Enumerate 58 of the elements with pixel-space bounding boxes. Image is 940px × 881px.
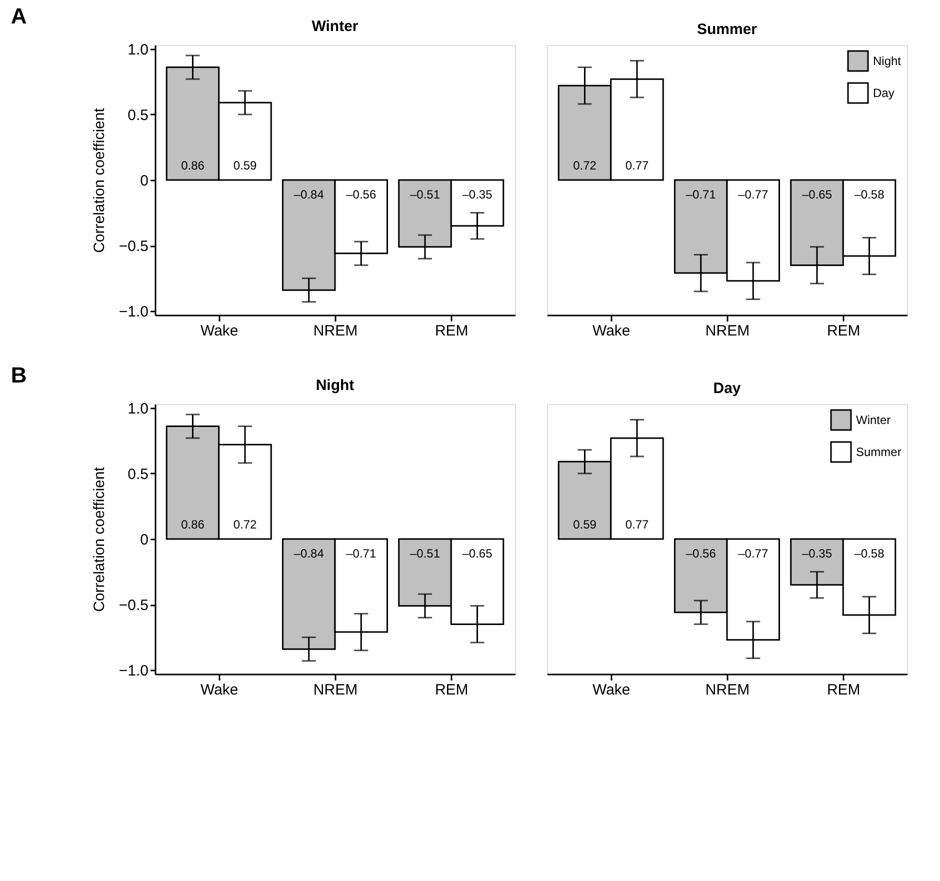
data-label: –0.56 <box>686 546 716 560</box>
data-label: –0.71 <box>686 187 716 202</box>
y-axis-title: Correlation coefficient <box>90 107 108 253</box>
x-tick-label: REM <box>826 322 860 340</box>
y-tick-label: 1.0 <box>128 41 148 58</box>
y-tick-label: −1.0 <box>118 662 148 680</box>
data-label: 0.86 <box>181 158 205 173</box>
data-label: 0.72 <box>573 158 597 173</box>
legend-label: Night <box>873 54 902 68</box>
data-label: –0.71 <box>346 546 376 560</box>
x-tick-label: NREM <box>705 682 750 698</box>
data-label: 0.59 <box>573 518 597 532</box>
x-tick-label: Wake <box>200 682 238 698</box>
data-label: –0.84 <box>294 546 324 560</box>
x-tick-label: REM <box>826 682 860 698</box>
data-label: –0.51 <box>410 187 440 202</box>
data-label: –0.35 <box>462 187 493 202</box>
y-tick-label: 0.5 <box>128 106 148 124</box>
y-tick-label: −0.5 <box>118 597 148 614</box>
data-label: –0.35 <box>802 546 832 560</box>
data-label: 0.72 <box>233 518 257 532</box>
data-label: –0.77 <box>738 546 768 560</box>
text: A <box>10 3 27 28</box>
y-tick-label: 0 <box>140 532 148 548</box>
y-axis-title: Correlation coefficient <box>90 466 108 612</box>
x-tick-label: NREM <box>313 682 358 698</box>
data-label: –0.58 <box>854 546 885 560</box>
data-label: –0.51 <box>410 546 440 560</box>
x-tick-label: Wake <box>200 322 238 340</box>
data-label: –0.77 <box>738 187 768 202</box>
data-label: 0.77 <box>625 158 649 173</box>
legend-label: Day <box>873 86 894 100</box>
x-tick-label: REM <box>434 322 468 340</box>
legend-label: Winter <box>856 413 891 427</box>
x-tick-label: NREM <box>705 322 750 340</box>
data-label: 0.59 <box>233 158 257 173</box>
x-tick-label: REM <box>434 682 468 698</box>
text: B <box>10 362 27 388</box>
x-tick-label: NREM <box>313 322 358 340</box>
legend-label: Summer <box>856 445 902 459</box>
y-tick-label: −1.0 <box>118 304 148 321</box>
chart-title: Day <box>713 380 742 397</box>
y-tick-label: 0 <box>140 172 148 190</box>
x-tick-label: Wake <box>592 322 630 340</box>
data-label: –0.65 <box>462 546 493 560</box>
y-tick-label: −0.5 <box>118 238 148 256</box>
x-tick-label: Wake <box>592 682 630 698</box>
chart-title: Night <box>316 376 354 394</box>
y-tick-label: 1.0 <box>128 400 148 418</box>
data-label: 0.77 <box>625 518 649 532</box>
chart-title: Summer <box>696 21 758 38</box>
y-tick-label: 0.5 <box>128 466 148 483</box>
chart-title: Winter <box>312 18 358 35</box>
data-label: –0.58 <box>854 187 885 202</box>
data-label: –0.84 <box>294 187 324 202</box>
data-label: –0.65 <box>802 187 832 202</box>
data-label: 0.86 <box>181 518 205 532</box>
data-label: –0.56 <box>346 187 376 202</box>
